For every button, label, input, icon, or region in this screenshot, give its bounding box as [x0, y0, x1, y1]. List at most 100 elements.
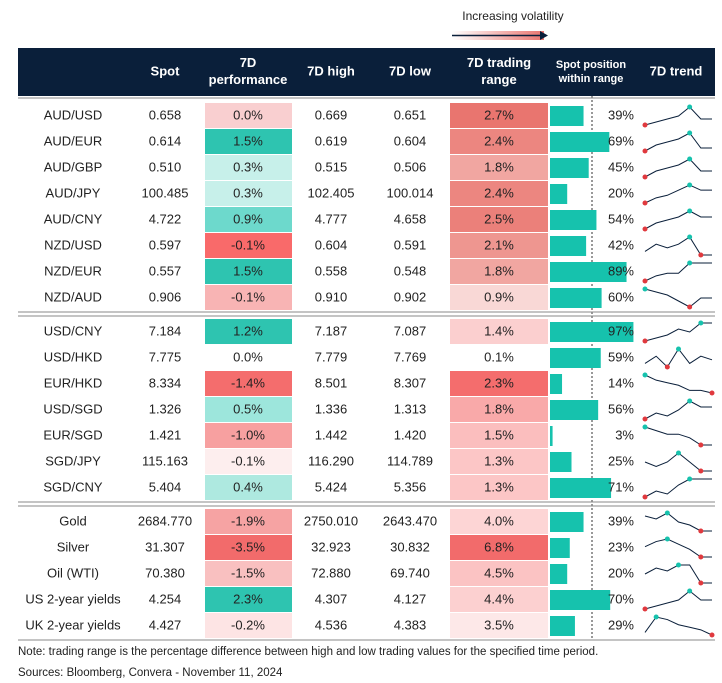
low-text: 2643.470: [383, 513, 437, 528]
perf-text: 0.0%: [233, 107, 263, 122]
range-text: 1.8%: [484, 401, 514, 416]
position-bar: [550, 426, 553, 446]
position_label-text: 45%: [608, 159, 634, 174]
spot-text: 31.307: [145, 539, 185, 554]
trend-min: [698, 580, 704, 586]
range-cell: [450, 103, 548, 128]
pair-text: Oil (WTI): [47, 565, 99, 580]
range-text: 1.4%: [484, 323, 514, 338]
perf-text: 0.9%: [233, 211, 263, 226]
position_label-text: 20%: [608, 185, 634, 200]
range-cell: [450, 181, 548, 206]
range-cell: [450, 129, 548, 154]
perf-cell: [205, 371, 292, 396]
range-cell: [450, 371, 548, 396]
low-text: 0.506: [394, 159, 427, 174]
range-text: 1.8%: [484, 159, 514, 174]
position_label-text: 20%: [608, 565, 634, 580]
range-text: 1.8%: [484, 263, 514, 278]
position_label-text: 29%: [608, 617, 634, 632]
trend-line: [644, 236, 712, 256]
trend-max: [698, 320, 704, 326]
position_label-text: 60%: [608, 289, 634, 304]
low-text: 0.902: [394, 289, 427, 304]
spot-text: 7.184: [149, 323, 182, 338]
perf-cell: [205, 509, 292, 534]
pair-text: UK 2-year yields: [25, 617, 121, 632]
note: Note: trading range is the percentage di…: [18, 646, 598, 658]
trend-max: [642, 372, 648, 378]
trend-max: [676, 346, 681, 352]
range-text: 0.9%: [484, 289, 514, 304]
high-text: 4.536: [315, 617, 348, 632]
perf-cell: [205, 587, 292, 612]
low-text: 114.789: [387, 453, 433, 468]
trend-min: [698, 252, 704, 258]
column-header: Spot: [151, 63, 181, 78]
column-header: performance: [209, 72, 288, 87]
trend-max: [664, 536, 670, 542]
trend-max: [687, 104, 693, 110]
column-header: Spot position: [556, 59, 627, 71]
perf-text: -0.2%: [231, 617, 265, 632]
range-cell: [450, 319, 548, 344]
column-header: 7D low: [389, 63, 432, 78]
trend-min: [642, 174, 648, 180]
pair-text: AUD/JPY: [46, 185, 101, 200]
pair-text: Silver: [57, 539, 90, 554]
position-bar: [550, 184, 568, 204]
trend-min: [709, 632, 715, 638]
spot-text: 4.722: [149, 211, 182, 226]
spot-text: 1.326: [149, 401, 182, 416]
position_label-text: 59%: [608, 349, 634, 364]
trend-max: [687, 398, 693, 404]
high-text: 0.619: [315, 133, 348, 148]
low-text: 69.740: [390, 565, 430, 580]
trend-min: [698, 554, 704, 560]
range-cell: [450, 449, 548, 474]
trend-max: [676, 450, 681, 456]
position-bar: [550, 616, 575, 636]
pair-text: EUR/SGD: [43, 427, 102, 442]
spot-text: 100.485: [142, 185, 189, 200]
low-text: 1.313: [394, 401, 427, 416]
range-cell: [450, 475, 548, 500]
trend-min: [698, 528, 704, 534]
pair-text: AUD/CNY: [44, 211, 103, 226]
trend-max: [664, 510, 670, 516]
trend-min: [642, 416, 648, 422]
high-text: 1.336: [315, 401, 348, 416]
spot-text: 0.557: [149, 263, 182, 278]
perf-cell: [205, 129, 292, 154]
trend-max: [687, 588, 693, 594]
position_label-text: 3%: [615, 427, 634, 442]
perf-text: 2.3%: [233, 591, 263, 606]
perf-text: 0.4%: [233, 479, 263, 494]
low-text: 5.356: [394, 479, 427, 494]
perf-cell: [205, 535, 292, 560]
source: Sources: Bloomberg, Convera - November 1…: [18, 667, 283, 678]
spot-text: 7.775: [149, 349, 182, 364]
trend-line: [644, 512, 712, 532]
range-cell: [450, 345, 548, 370]
trend-min: [642, 122, 648, 128]
column-header: 7D high: [307, 63, 355, 78]
high-text: 7.779: [315, 349, 348, 364]
spot-text: 8.334: [149, 375, 182, 390]
high-text: 4.307: [315, 591, 348, 606]
perf-text: -1.4%: [231, 375, 265, 390]
range-cell: [450, 613, 548, 638]
high-text: 0.604: [315, 237, 348, 252]
position-bar: [550, 158, 589, 178]
pair-text: AUD/USD: [44, 107, 103, 122]
high-text: 4.777: [315, 211, 348, 226]
range-cell: [450, 535, 548, 560]
range-text: 2.4%: [484, 133, 514, 148]
perf-cell: [205, 285, 292, 310]
trend-min: [642, 494, 648, 500]
trend-max: [687, 234, 693, 240]
trend-line: [644, 184, 712, 204]
trend-max: [687, 182, 693, 188]
range-text: 4.4%: [484, 591, 514, 606]
spot-text: 0.658: [149, 107, 182, 122]
